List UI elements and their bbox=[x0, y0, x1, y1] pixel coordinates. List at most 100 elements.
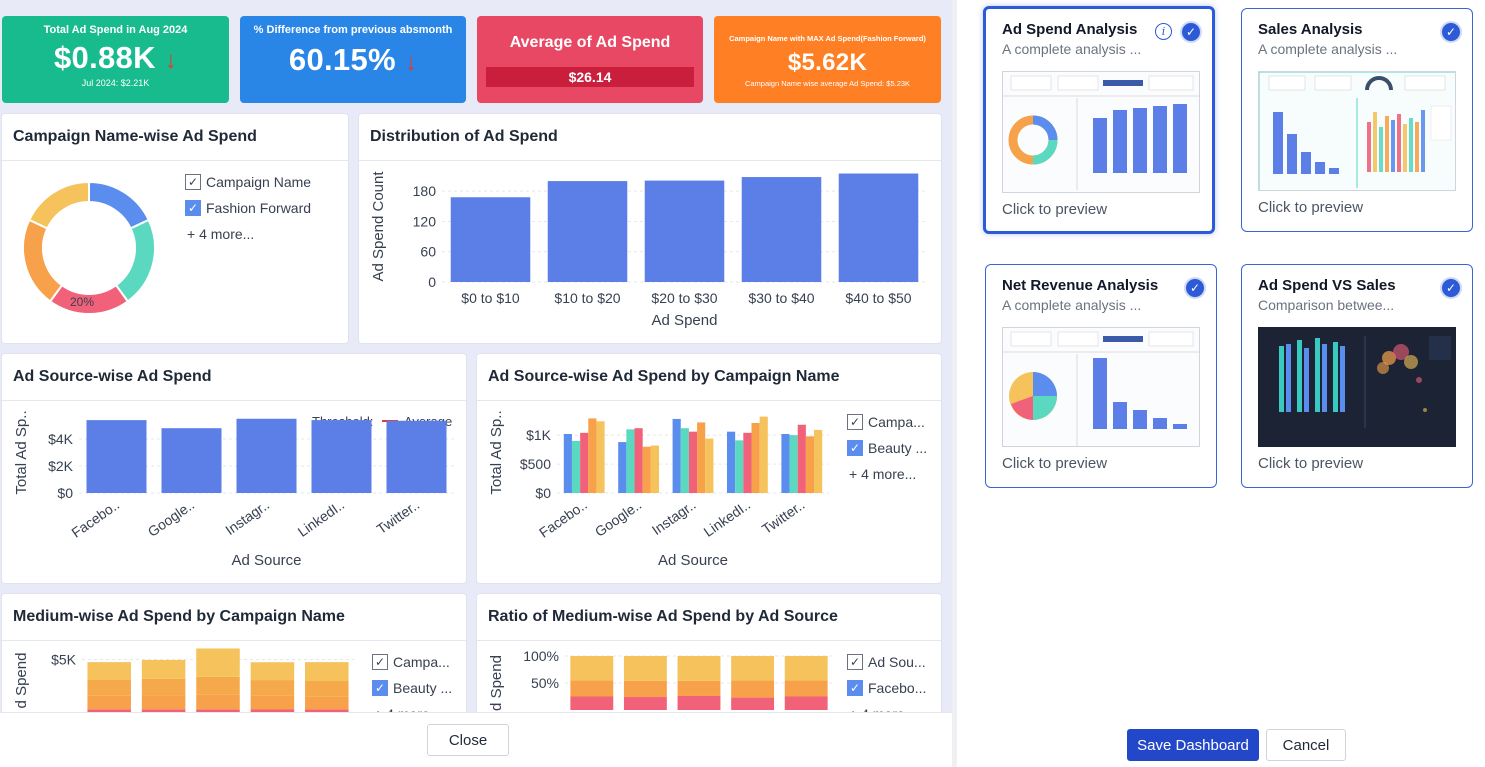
legend-header[interactable]: ✓ Campa... bbox=[372, 649, 452, 675]
preview-link[interactable]: Click to preview bbox=[1002, 455, 1108, 472]
bar bbox=[626, 429, 635, 493]
y-tick-label: 180 bbox=[413, 183, 437, 199]
legend-item[interactable]: ✓ Beauty ... bbox=[372, 675, 452, 701]
bar-segment bbox=[250, 709, 295, 712]
x-tick-label: Twitter.. bbox=[374, 496, 423, 537]
y-tick-label: 60 bbox=[420, 244, 436, 260]
save-dashboard-button[interactable]: Save Dashboard bbox=[1127, 729, 1259, 761]
kpi-max-campaign[interactable]: Campaign Name with MAX Ad Spend(Fashion … bbox=[714, 16, 941, 103]
legend-header[interactable]: ✓ Campaign Name bbox=[185, 169, 311, 195]
bar-segment bbox=[677, 695, 721, 710]
bar-segment bbox=[87, 679, 131, 696]
y-tick-label: $500 bbox=[520, 456, 551, 472]
kpi-subtext: Campaign Name wise average Ad Spend: $5.… bbox=[744, 79, 911, 88]
dashboard-canvas: Total Ad Spend in Aug 2024 $0.88K ↓ Jul … bbox=[0, 0, 952, 712]
x-tick-label: Google.. bbox=[592, 496, 645, 539]
kpi-title: Total Ad Spend in Aug 2024 bbox=[43, 24, 188, 36]
thumbnail-image bbox=[1003, 331, 1199, 446]
divider bbox=[477, 400, 941, 401]
bar-segment bbox=[731, 680, 775, 698]
y-axis-label: Ad Spend Count bbox=[370, 171, 387, 282]
bar bbox=[781, 433, 790, 493]
cancel-button[interactable]: Cancel bbox=[1266, 729, 1346, 761]
bar bbox=[618, 442, 627, 493]
card-title: Campaign Name-wise Ad Spend bbox=[13, 128, 257, 145]
grouped-bar-chart: $0 $500 $1K Facebo.. Google.. Instagr.. Linked… bbox=[488, 410, 829, 569]
bar-segment bbox=[196, 648, 240, 677]
x-tick-label: Facebo.. bbox=[536, 496, 590, 540]
bar bbox=[596, 421, 605, 493]
legend-more-link[interactable]: + 4 more... bbox=[849, 466, 917, 482]
legend-item[interactable]: ✓ Beauty ... bbox=[847, 435, 927, 461]
bar-segment bbox=[623, 697, 667, 710]
y-tick-label: $4K bbox=[48, 431, 74, 447]
template-card-ad-spend-analysis[interactable]: Ad Spend Analysis A complete analysis ..… bbox=[983, 6, 1215, 234]
card-title: Ad Source-wise Ad Spend by Campaign Name bbox=[488, 368, 840, 385]
template-description: Comparison betwee... bbox=[1258, 297, 1395, 313]
bar bbox=[161, 428, 222, 493]
bar bbox=[547, 181, 628, 282]
legend-item[interactable]: ✓ Facebo... bbox=[847, 675, 926, 701]
bar-segment bbox=[196, 676, 240, 695]
kpi-average-ad-spend[interactable]: Average of Ad Spend $26.14 bbox=[477, 16, 703, 103]
bar-segment bbox=[87, 662, 131, 680]
bar-segment bbox=[731, 656, 775, 681]
preview-link[interactable]: Click to preview bbox=[1002, 201, 1108, 218]
x-tick-label: LinkedI.. bbox=[295, 496, 348, 539]
checkbox-checked-icon: ✓ bbox=[847, 680, 863, 696]
bar bbox=[759, 416, 768, 493]
card-medium-by-campaign: Medium-wise Ad Spend by Campaign Name $5… bbox=[2, 594, 466, 712]
legend-more-link[interactable]: + 4 more... bbox=[372, 701, 452, 712]
legend-header[interactable]: ✓ Ad Sou... bbox=[847, 649, 926, 675]
template-description: A complete analysis ... bbox=[1258, 41, 1398, 57]
bar-segment bbox=[677, 680, 721, 696]
bar-segment bbox=[570, 680, 614, 697]
checkbox-icon: ✓ bbox=[847, 654, 863, 670]
chart-legend: ✓ Campaign Name ✓ Fashion Forward + 4 more… bbox=[185, 169, 311, 247]
template-title: Sales Analysis bbox=[1258, 21, 1363, 38]
close-button[interactable]: Close bbox=[427, 724, 509, 756]
preview-link[interactable]: Click to preview bbox=[1258, 455, 1364, 472]
template-card-net-revenue-analysis[interactable]: Net Revenue Analysis A complete analysis… bbox=[985, 264, 1217, 488]
x-tick-label: $10 to $20 bbox=[554, 290, 620, 306]
template-title: Ad Spend Analysis bbox=[1002, 21, 1138, 38]
thumbnail-image bbox=[1259, 328, 1455, 446]
card-ad-source: Ad Source-wise Ad Spend Threshold:Averag… bbox=[2, 354, 466, 583]
divider bbox=[359, 160, 941, 161]
dashboard-preview: Total Ad Spend in Aug 2024 $0.88K ↓ Jul … bbox=[0, 0, 952, 756]
y-tick-label: 100% bbox=[523, 648, 559, 664]
check-circle-icon[interactable]: ✓ bbox=[1440, 21, 1462, 43]
x-tick-label: Twitter.. bbox=[759, 496, 808, 537]
kpi-title: % Difference from previous absmonth bbox=[253, 24, 453, 36]
bar-segment bbox=[623, 656, 667, 681]
kpi-total-ad-spend[interactable]: Total Ad Spend in Aug 2024 $0.88K ↓ Jul … bbox=[2, 16, 229, 103]
preview-link[interactable]: Click to preview bbox=[1258, 199, 1364, 216]
bar-segment bbox=[784, 696, 828, 710]
bar-segment bbox=[141, 678, 186, 696]
info-icon[interactable]: i bbox=[1155, 23, 1172, 40]
legend-item[interactable]: ✓ Fashion Forward bbox=[185, 195, 311, 221]
y-tick-label: $5K bbox=[51, 652, 77, 668]
x-tick-label: Instagr.. bbox=[222, 496, 272, 538]
kpi-percent-difference[interactable]: % Difference from previous absmonth 60.1… bbox=[240, 16, 466, 103]
legend-more-link[interactable]: + 4 more... bbox=[187, 226, 255, 242]
template-card-sales-analysis[interactable]: Sales Analysis A complete analysis ... ✓ bbox=[1241, 8, 1473, 232]
bar bbox=[805, 436, 815, 493]
legend-item-label: Beauty ... bbox=[868, 440, 928, 456]
checkbox-checked-icon: ✓ bbox=[185, 200, 201, 216]
kpi-value: $0.88K ↓ bbox=[54, 40, 177, 75]
check-circle-icon[interactable]: ✓ bbox=[1180, 21, 1202, 43]
bar-segment bbox=[141, 695, 186, 710]
bar bbox=[644, 180, 725, 282]
check-circle-icon[interactable]: ✓ bbox=[1440, 277, 1462, 299]
legend-header[interactable]: ✓ Campa... bbox=[847, 409, 927, 435]
y-tick-label: $2K bbox=[48, 458, 74, 474]
checkbox-icon: ✓ bbox=[847, 414, 863, 430]
x-tick-label: Facebo.. bbox=[68, 496, 122, 540]
check-circle-icon[interactable]: ✓ bbox=[1184, 277, 1206, 299]
bar-chart: 0 60 120 180 $0 to $10 $10 to $20 $20 to $30 $3… bbox=[370, 171, 927, 329]
template-card-ad-spend-vs-sales[interactable]: Ad Spend VS Sales Comparison betwee... ✓… bbox=[1241, 264, 1473, 488]
donut-slice bbox=[88, 180, 151, 230]
legend-more-link[interactable]: + 4 more... bbox=[847, 701, 926, 712]
template-panel: Ad Spend Analysis A complete analysis ..… bbox=[957, 0, 1485, 767]
